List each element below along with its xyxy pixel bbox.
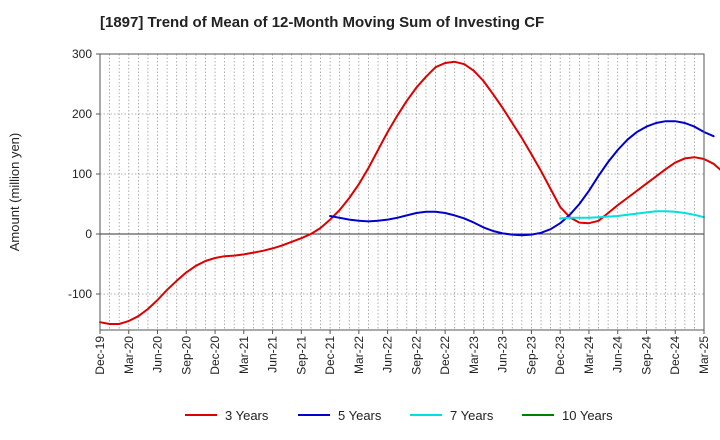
x-axis: Dec-19 Mar-20 Jun-20 Sep-20 Dec-20 Mar-21 Jun-… [93, 330, 711, 375]
x-tick-label: Jun-21 [266, 336, 280, 373]
series-line-5-years [329, 120, 715, 237]
legend: 3 Years 5 Years 7 Years 10 Years [185, 408, 613, 423]
x-tick-label: Mar-25 [697, 336, 711, 374]
x-tick-label: Mar-24 [582, 336, 596, 374]
chart-title: [1897] Trend of Mean of 12-Month Moving … [100, 14, 545, 31]
x-tick-label: Mar-22 [352, 336, 366, 374]
y-tick-label: 200 [72, 107, 92, 121]
x-tick-label: Mar-20 [122, 336, 136, 374]
x-tick-label: Dec-24 [668, 336, 682, 375]
legend-label: 5 Years [338, 408, 382, 423]
y-tick-label: 0 [85, 227, 92, 241]
y-axis-title: Amount (million yen) [7, 133, 22, 252]
x-tick-label: Mar-21 [237, 336, 251, 374]
series-line-7-years [559, 210, 705, 220]
x-tick-label: Dec-20 [208, 336, 222, 375]
grid-layer [100, 53, 704, 330]
x-tick-label: Jun-24 [611, 336, 625, 373]
y-tick-label: 100 [72, 167, 92, 181]
x-tick-label: Dec-21 [323, 336, 337, 375]
x-tick-label: Jun-20 [151, 336, 165, 373]
x-tick-label: Sep-22 [409, 336, 423, 375]
x-tick-label: Sep-21 [294, 336, 308, 375]
x-tick-label: Mar-23 [467, 336, 481, 374]
legend-label: 3 Years [225, 408, 269, 423]
x-tick-label: Dec-19 [93, 336, 107, 375]
series-layer [99, 60, 720, 325]
x-tick-label: Sep-24 [639, 336, 653, 375]
legend-label: 10 Years [562, 408, 613, 423]
x-tick-label: Jun-22 [381, 336, 395, 373]
y-tick-label: 300 [72, 47, 92, 61]
x-tick-label: Sep-20 [179, 336, 193, 375]
x-tick-label: Dec-23 [553, 336, 567, 375]
x-tick-label: Sep-23 [524, 336, 538, 375]
x-tick-label: Jun-23 [496, 336, 510, 373]
y-tick-label: -100 [68, 287, 92, 301]
series-line-3-years [99, 60, 720, 325]
x-tick-label: Dec-22 [438, 336, 452, 375]
y-axis: 300 200 100 0 -100 [68, 47, 100, 301]
legend-label: 7 Years [450, 408, 494, 423]
plot-frame [99, 53, 705, 331]
